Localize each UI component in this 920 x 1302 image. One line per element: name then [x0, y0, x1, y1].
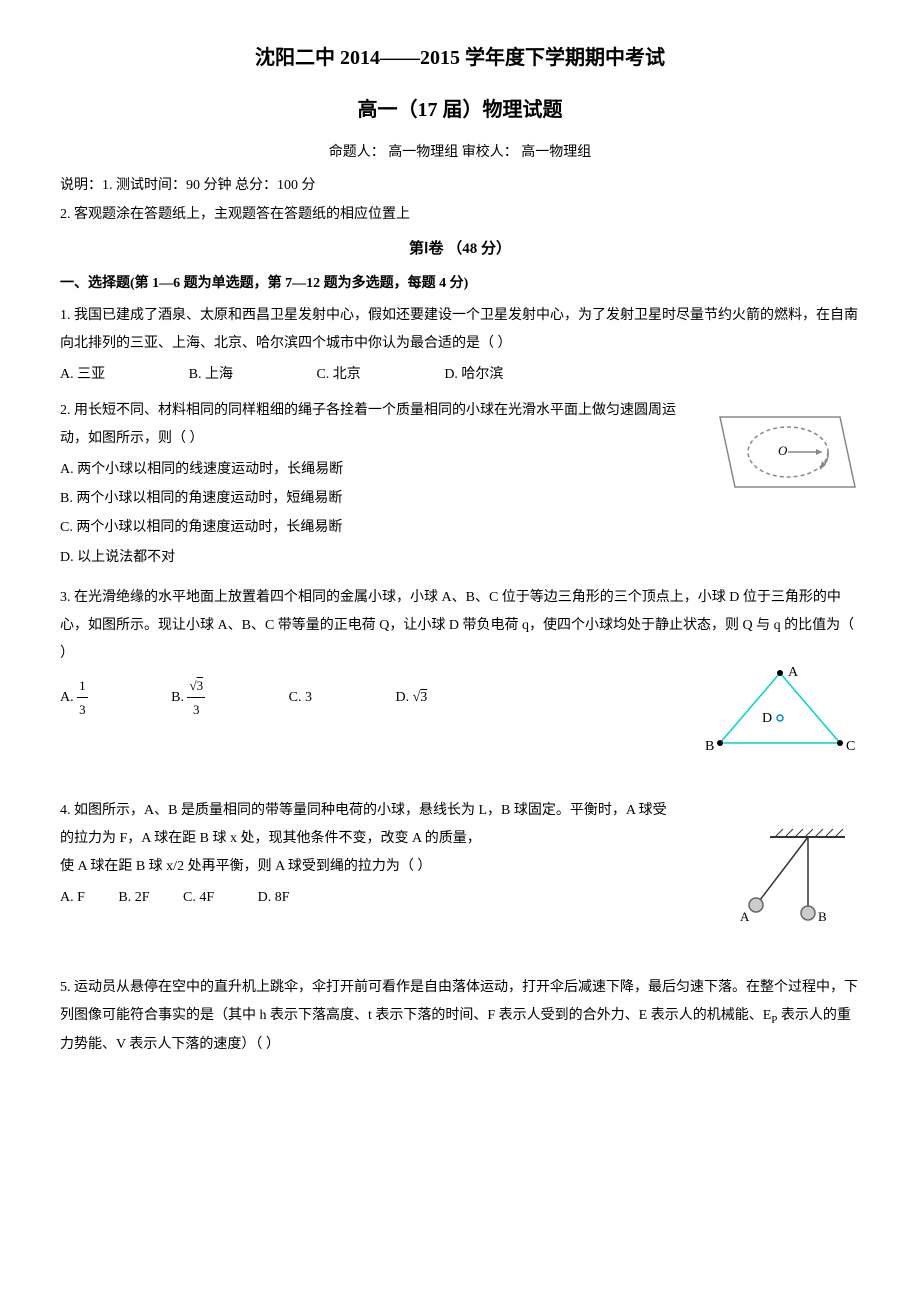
q3-triangle-icon: A B C D [700, 658, 860, 758]
q4-opt-b: B. 2F [118, 885, 149, 910]
q5-text: 5. 运动员从悬停在空中的直升机上跳伞，伞打开前可看作是自由落体运动，打开伞后减… [60, 974, 860, 1059]
q2-circular-motion-icon: O [700, 397, 860, 507]
q1-text: 1. 我国已建成了酒泉、太原和西昌卫星发射中心，假如还要建设一个卫星发射中心，为… [60, 302, 860, 358]
q1-opt-d: D. 哈尔滨 [444, 362, 503, 387]
q4-opt-a: A. F [60, 885, 85, 910]
section-note: 一、选择题(第 1—6 题为单选题，第 7—12 题为多选题，每题 4 分) [60, 271, 860, 296]
question-4: 4. 如图所示，A、B 是质量相同的带等量同种电荷的小球，悬线长为 L，B 球固… [60, 797, 860, 944]
author-line: 命题人： 高一物理组 审校人： 高一物理组 [60, 140, 860, 165]
q4-pendulum-icon: A B [710, 825, 860, 935]
q2-figure: O [700, 397, 860, 516]
q4-label-a: A [740, 909, 750, 924]
q1-options: A. 三亚 B. 上海 C. 北京 D. 哈尔滨 [60, 362, 860, 387]
question-1: 1. 我国已建成了酒泉、太原和西昌卫星发射中心，假如还要建设一个卫星发射中心，为… [60, 302, 860, 387]
q3-label-b: B [705, 739, 714, 754]
q3-opt-c: C. 3 [289, 685, 312, 710]
question-2: O 2. 用长短不同、材料相同的同样粗细的绳子各拴着一个质量相同的小球在光滑水平… [60, 397, 860, 574]
q1-opt-b: B. 上海 [189, 362, 233, 387]
q4-text1: 4. 如图所示，A、B 是质量相同的带等量同种电荷的小球，悬线长为 L，B 球固… [60, 797, 860, 825]
q3-label-a: A [788, 665, 799, 680]
svg-text:O: O [778, 443, 788, 458]
q3-label-d: D [762, 711, 772, 726]
sub-title: 高一（17 届）物理试题 [60, 92, 860, 128]
q4-label-b: B [818, 909, 827, 924]
question-3: 3. 在光滑绝缘的水平地面上放置着四个相同的金属小球，小球 A、B、C 位于等边… [60, 584, 860, 767]
q3-figure: A B C D [700, 658, 860, 767]
main-title: 沈阳二中 2014——2015 学年度下学期期中考试 [60, 40, 860, 76]
q3-opt-d: D. √3 [395, 685, 427, 710]
instruction-1: 说明：1. 测试时间：90 分钟 总分：100 分 [60, 173, 860, 198]
q2-opt-c: C. 两个小球以相同的角速度运动时，长绳易断 [60, 515, 860, 540]
q2-opt-d: D. 以上说法都不对 [60, 545, 860, 570]
q3-opt-b: B. √33 [171, 674, 205, 722]
question-5: 5. 运动员从悬停在空中的直升机上跳伞，伞打开前可看作是自由落体运动，打开伞后减… [60, 974, 860, 1059]
section-header: 第Ⅰ卷 （48 分） [60, 236, 860, 263]
q4-figure: A B [710, 825, 860, 944]
q4-opt-d: D. 8F [258, 885, 290, 910]
q3-label-c: C [846, 739, 855, 754]
q1-opt-a: A. 三亚 [60, 362, 105, 387]
q3-text: 3. 在光滑绝缘的水平地面上放置着四个相同的金属小球，小球 A、B、C 位于等边… [60, 584, 860, 668]
q1-opt-c: C. 北京 [316, 362, 360, 387]
instruction-2: 2. 客观题涂在答题纸上，主观题答在答题纸的相应位置上 [60, 202, 860, 227]
q3-opt-a: A. 13 [60, 674, 88, 722]
q4-opt-c: C. 4F [183, 885, 214, 910]
